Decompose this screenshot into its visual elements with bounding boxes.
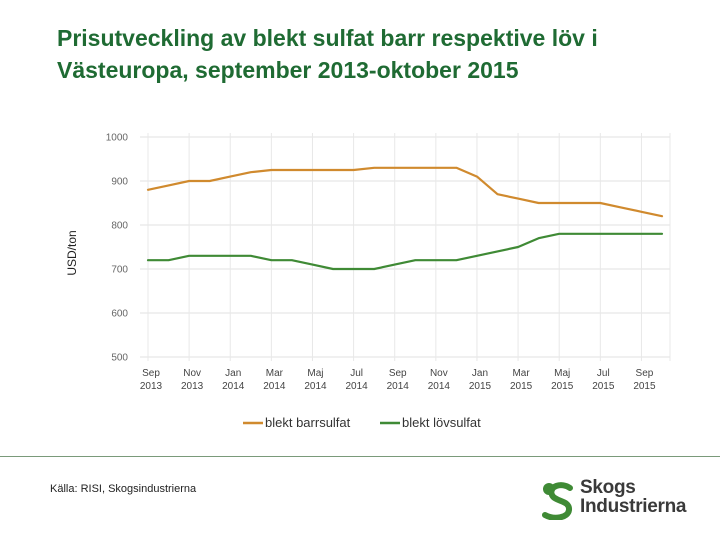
chart-grid [140,133,671,361]
y-tick-label: 1000 [106,133,129,144]
logo-text-line-2: Industrierna [580,496,687,517]
chart-series [146,166,664,271]
y-tick-label: 600 [111,309,128,320]
x-tick-month: Sep [389,368,407,379]
x-tick-year: 2015 [633,381,656,392]
page-title: Prisutveckling av blekt sulfat barr resp… [57,22,707,86]
x-tick-year: 2015 [469,381,492,392]
x-tick-year: 2015 [592,381,615,392]
x-tick-month: Sep [636,368,654,379]
x-tick-year: 2014 [263,381,286,392]
legend-label: blekt barrsulfat [265,415,351,430]
x-tick-year: 2013 [181,381,204,392]
x-tick-year: 2014 [222,381,245,392]
logo-text-line-1: Skogs [580,477,636,498]
x-tick-year: 2015 [551,381,574,392]
x-tick-month: Jul [350,368,363,379]
title-line-1: Prisutveckling av blekt sulfat barr resp… [57,25,598,51]
x-tick-month: Maj [307,368,323,379]
x-tick-month: Jul [597,368,610,379]
logo-curve [542,482,573,520]
y-tick-label: 900 [111,177,128,188]
logo-s-icon [542,482,573,520]
x-tick-year: 2014 [428,381,451,392]
price-line-chart: 1000 900 800 700 600 500 Sep 2013 Nov 2013 Jan 201… [65,133,671,430]
x-tick-year: 2014 [387,381,410,392]
x-tick-year: 2014 [345,381,368,392]
x-tick-month: Mar [266,368,284,379]
y-tick-label: 700 [111,265,128,276]
y-tick-label: 500 [111,353,128,364]
x-tick-month: Maj [554,368,570,379]
series-line-barrsulfat [146,166,664,218]
series-line-lovsulfat [146,232,664,271]
x-axis-ticks: Sep 2013 Nov 2013 Jan 2014 Mar 2014 Maj 2014 Jul 20… [140,368,656,392]
title-line-2: Västeuropa, september 2013-oktober 2015 [57,57,519,83]
x-tick-month: Nov [430,368,448,379]
x-tick-month: Sep [142,368,160,379]
skogsindustrierna-logo: Skogs Industrierna [540,478,700,523]
x-tick-month: Mar [512,368,530,379]
x-tick-year: 2014 [304,381,327,392]
x-tick-year: 2015 [510,381,533,392]
source-note: Källa: RISI, Skogsindustrierna [50,483,197,495]
x-tick-month: Jan [472,368,488,379]
chart-legend: blekt barrsulfat blekt lövsulfat [243,415,481,430]
x-tick-month: Nov [183,368,201,379]
y-axis-ticks: 1000 900 800 700 600 500 [106,133,129,364]
x-tick-year: 2013 [140,381,163,392]
legend-label: blekt lövsulfat [402,415,481,430]
y-tick-label: 800 [111,221,128,232]
footer-divider [0,456,720,457]
x-tick-month: Jan [225,368,241,379]
y-axis-label: USD/ton [65,230,79,275]
logo-text: Skogs Industrierna [580,477,687,517]
